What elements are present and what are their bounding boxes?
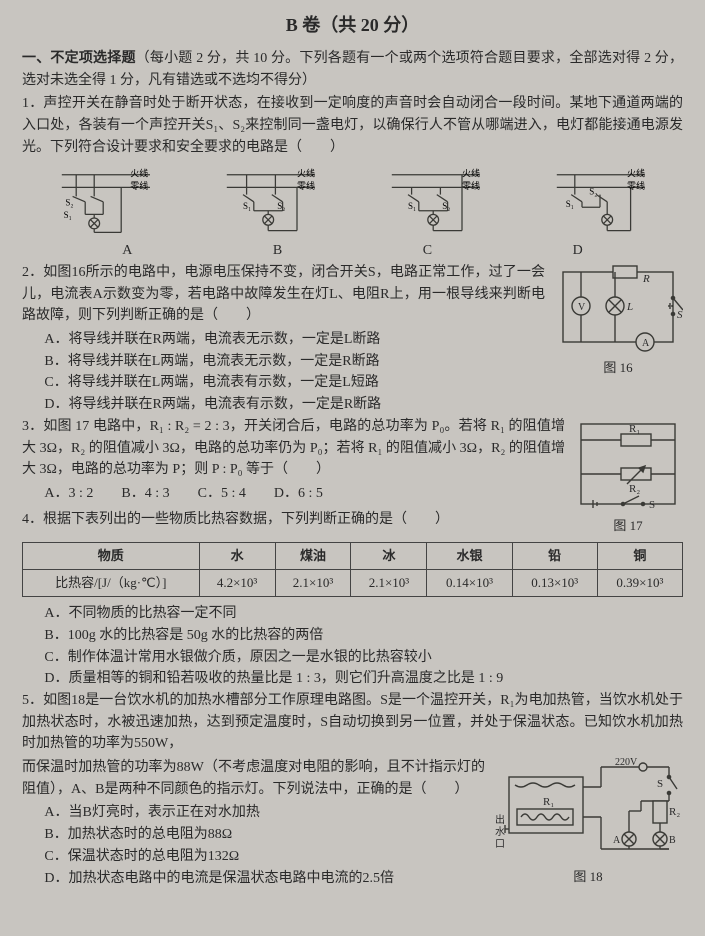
svg-text:B: B (669, 835, 676, 846)
svg-text:S: S (657, 778, 663, 790)
q3-opt-b: B．4 : 3 (121, 483, 169, 505)
svg-text:火线: 火线 (297, 168, 315, 179)
table-col: 水 (199, 542, 275, 569)
q4-opt-a: A．不同物质的比热容一定不同 (22, 603, 683, 625)
svg-text:S: S (677, 309, 683, 321)
svg-text:S₁: S₁ (243, 201, 251, 211)
svg-text:零线: 零线 (297, 181, 315, 192)
table-row: 物质 水 煤油 冰 水银 铅 铜 (23, 542, 683, 569)
table-col: 水银 (427, 542, 512, 569)
svg-text:S₁: S₁ (408, 201, 416, 211)
table-cell: 4.2×10³ (199, 570, 275, 597)
table-col: 铜 (597, 542, 682, 569)
table-row-label: 比热容/[J/（kg·℃）] (23, 570, 200, 597)
svg-text:220V: 220V (615, 757, 638, 768)
svg-text:S₂: S₂ (590, 187, 598, 197)
svg-text:火线: 火线 (627, 168, 645, 179)
q1-opt-a: A (122, 240, 132, 262)
table-cell: 2.1×10³ (351, 570, 427, 597)
table-header-sub: 物质 (23, 542, 200, 569)
table-row: 比热容/[J/（kg·℃）] 4.2×10³ 2.1×10³ 2.1×10³ 0… (23, 570, 683, 597)
q5-text: 5．如图18是一台饮水机的加热水槽部分工作原理电路图。S是一个温控开关，R₁为电… (22, 690, 683, 755)
svg-text:R: R (642, 273, 650, 285)
svg-text:R₁: R₁ (543, 796, 554, 808)
svg-text:S₂: S₂ (442, 201, 450, 211)
svg-text:零线: 零线 (462, 181, 480, 192)
table-col: 煤油 (275, 542, 351, 569)
q1-text: 1．声控开关在静音时处于断开状态，在接收到一定响度的声音时会自动闭合一段时间。某… (22, 93, 683, 158)
q1-opt-b: B (273, 240, 282, 262)
fig16: V L A R S 图 16 (553, 262, 683, 378)
svg-text:A: A (613, 835, 621, 846)
svg-text:火线: 火线 (130, 168, 148, 179)
q1-opt-d: D (573, 240, 583, 262)
q3-opt-a: A．3 : 2 (44, 483, 93, 505)
table-col: 铅 (512, 542, 597, 569)
fig18-label: 图 18 (493, 867, 683, 887)
q1-circuit-b: 火线 零线 S₁ S₂ (200, 164, 340, 236)
svg-text:零线: 零线 (130, 181, 148, 192)
table-col: 冰 (351, 542, 427, 569)
q1-circuit-c: 火线 零线 S₁ S₂ (365, 164, 505, 236)
q3-opt-d: D．6 : 5 (274, 483, 323, 505)
q1-opt-c: C (423, 240, 432, 262)
svg-text:口: 口 (495, 839, 505, 850)
svg-text:R₂: R₂ (629, 483, 640, 495)
q1-circuit-d: 火线 零线 S₁ S₂ (530, 164, 670, 236)
svg-text:水: 水 (495, 826, 505, 838)
svg-text:火线: 火线 (462, 168, 480, 179)
q4-opt-c: C．制作体温计常用水银做介质，原因之一是水银的比热容较小 (22, 647, 683, 669)
svg-text:L: L (626, 301, 633, 313)
svg-text:R₂: R₂ (669, 806, 680, 818)
svg-text:A: A (642, 338, 650, 349)
fig17: R₁ R₂ S 图 17 (573, 416, 683, 536)
section-header: 一、不定项选择题 (22, 51, 136, 66)
table-cell: 0.14×10³ (427, 570, 512, 597)
q3-options: A．3 : 2 B．4 : 3 C．5 : 4 D．6 : 5 (44, 483, 565, 505)
fig17-label: 图 17 (573, 516, 683, 536)
section-header-line: 一、不定项选择题（每小题 2 分，共 10 分。下列各题有一个或两个选项符合题目… (22, 48, 683, 91)
q3-opt-c: C．5 : 4 (198, 483, 246, 505)
svg-text:零线: 零线 (627, 181, 645, 192)
table-cell: 0.13×10³ (512, 570, 597, 597)
svg-text:S: S (649, 499, 655, 511)
q4-table: 物质 水 煤油 冰 水银 铅 铜 比热容/[J/（kg·℃）] 4.2×10³ … (22, 542, 683, 597)
svg-text:S₂: S₂ (65, 198, 73, 208)
svg-text:V: V (578, 302, 586, 313)
q4-opt-b: B．100g 水的比热容是 50g 水的比热容的两倍 (22, 625, 683, 647)
svg-text:S₁: S₁ (63, 210, 71, 220)
svg-text:S₂: S₂ (277, 201, 285, 211)
q4-opt-d: D．质量相等的铜和铅若吸收的热量比是 1 : 3，则它们升高温度之比是 1 : … (22, 668, 683, 690)
table-cell: 2.1×10³ (275, 570, 351, 597)
table-cell: 0.39×10³ (597, 570, 682, 597)
fig18: R₁ 出 水 口 220V S R₂ B (493, 757, 683, 887)
q1-circuits-row: 火线 零线 S₂ S₁ 火线 零线 S₁ S₂ (22, 164, 683, 236)
q1-option-labels: A B C D (22, 240, 683, 262)
paper-title: B 卷（共 20 分） (22, 12, 683, 40)
svg-text:出: 出 (495, 813, 505, 826)
svg-text:R₁: R₁ (629, 423, 640, 435)
svg-text:S₁: S₁ (566, 200, 574, 210)
fig16-label: 图 16 (553, 358, 683, 378)
q2-opt-d: D．将导线并联在R两端，电流表有示数，一定是R断路 (22, 394, 683, 416)
q1-circuit-a: 火线 零线 S₂ S₁ (35, 164, 175, 236)
